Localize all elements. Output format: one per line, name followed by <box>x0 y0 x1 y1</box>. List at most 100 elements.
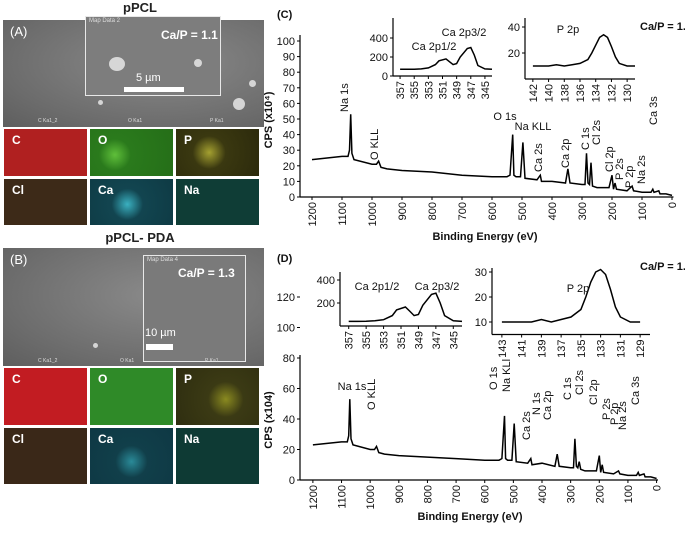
x-tick-label: 137 <box>556 340 568 358</box>
map-label: O <box>98 133 108 147</box>
peak-label: Na 1s <box>338 381 367 393</box>
x-tick-label: 700 <box>457 202 469 220</box>
peak-label: Ca 2s <box>533 143 545 172</box>
y-tick-label: 40 <box>508 22 520 34</box>
channel-label: P Ka1 <box>210 118 224 124</box>
channel-label: C Ka1_2 <box>38 118 58 124</box>
peak-label: O KLL <box>369 129 381 160</box>
map-label: Cl <box>12 183 24 197</box>
x-tick-label: 355 <box>361 331 373 349</box>
peak-label: P 2p <box>609 403 621 425</box>
peak-label: Ca 2p1/2 <box>355 281 400 293</box>
x-tick-label: 353 <box>423 81 435 99</box>
y-tick-label: 200 <box>317 298 335 310</box>
peak-label: O 1s <box>488 366 500 390</box>
y-tick-label: 400 <box>317 275 335 287</box>
panel-label: (C) <box>277 9 293 21</box>
peak-label: P 2s <box>614 158 626 180</box>
map-label: Ca <box>98 183 114 197</box>
spectrum-line <box>311 114 673 197</box>
x-tick-label: 142 <box>528 84 540 102</box>
y-tick-label: 80 <box>283 67 295 79</box>
map-label: Na <box>184 183 200 197</box>
x-tick-label: 138 <box>559 84 571 102</box>
y-tick-label: 40 <box>283 130 295 142</box>
scale-label: 10 µm <box>145 327 176 339</box>
x-tick-label: 900 <box>397 202 409 220</box>
x-tick-label: 100 <box>623 485 635 503</box>
element-map: Cl <box>3 178 88 226</box>
map-label: O <box>98 372 108 386</box>
scale-bar <box>124 87 184 92</box>
y-tick-label: 10 <box>475 317 487 329</box>
peak-label: Na 2s <box>636 155 648 184</box>
sem-inset: Map Data 2 Ca/P = 1.1 5 µm <box>85 16 221 96</box>
ratio: Ca/P = 1.1 <box>161 28 218 42</box>
y-tick-label: 70 <box>283 83 295 95</box>
x-tick-label: 300 <box>577 202 589 220</box>
channel-label: C Ka1_2 <box>38 358 58 364</box>
peak-label: Ca 3s <box>630 376 642 405</box>
x-tick-label: 349 <box>413 331 425 349</box>
y-tick-label: 50 <box>283 114 295 126</box>
y-tick-label: 10 <box>283 176 295 188</box>
x-tick-label: 1000 <box>365 485 377 509</box>
x-tick-label: 1100 <box>337 202 349 226</box>
x-tick-label: 133 <box>596 340 608 358</box>
x-tick-label: 349 <box>452 81 464 99</box>
element-map: O <box>89 128 174 177</box>
panel-title: pPCL- PDA <box>105 230 175 245</box>
peak-label: P 2p <box>567 283 589 295</box>
x-axis-label: Binding Energy (eV) <box>432 231 537 243</box>
peak-label: Na KLL <box>515 121 552 133</box>
x-tick-label: 357 <box>395 81 407 99</box>
x-tick-label: 300 <box>566 485 578 503</box>
y-tick-label: 40 <box>283 414 295 426</box>
panel-title: pPCL <box>123 0 157 15</box>
map-label: Ca <box>98 432 114 446</box>
peak-label: N 1s <box>531 392 543 415</box>
scale-bar <box>146 344 173 350</box>
x-tick-label: 345 <box>480 81 492 99</box>
y-tick-label: 20 <box>475 292 487 304</box>
y-tick-label: 20 <box>508 48 520 60</box>
spectrum-line <box>400 46 493 71</box>
peak-label: C 1s <box>580 127 592 150</box>
x-tick-label: 0 <box>652 485 664 491</box>
map-label: Cl <box>12 432 24 446</box>
x-tick-label: 130 <box>622 84 634 102</box>
y-tick-label: 120 <box>277 292 295 304</box>
spectrum-line <box>501 268 641 323</box>
y-tick-label: 60 <box>283 98 295 110</box>
ratio: Ca/P = 1.3 <box>178 266 235 280</box>
peak-label: C 1s <box>562 377 574 400</box>
peak-label: Ca 2p <box>560 139 572 168</box>
x-tick-label: 351 <box>396 331 408 349</box>
peak-label: Cl 2s <box>591 119 603 145</box>
peak-label: Ca 2p1/2 <box>412 41 457 53</box>
channel-label: P Ka1 <box>205 358 219 364</box>
peak-label: P 2s <box>601 398 613 420</box>
map-label: C <box>12 372 21 386</box>
x-tick-label: 129 <box>635 340 647 358</box>
y-axis-label: CPS (x104) <box>263 391 275 449</box>
inset-title: Map Data 2 <box>89 18 121 24</box>
element-map: Na <box>175 178 260 226</box>
peak-label: Na 2s <box>617 401 629 430</box>
element-map: P <box>175 128 260 177</box>
x-tick-label: 0 <box>667 202 679 208</box>
y-tick-label: 20 <box>283 161 295 173</box>
channel-label: O Ka1 <box>120 358 135 364</box>
channel-label: O Ka1 <box>128 118 143 124</box>
x-tick-label: 143 <box>497 340 509 358</box>
y-tick-label: 30 <box>475 267 487 279</box>
x-tick-label: 347 <box>466 81 478 99</box>
x-tick-label: 347 <box>431 331 443 349</box>
spectrum-line <box>348 292 463 323</box>
x-tick-label: 134 <box>591 84 603 102</box>
peak-label: Cl 2s <box>574 369 586 395</box>
x-tick-label: 355 <box>409 81 421 99</box>
x-tick-label: 345 <box>448 331 460 349</box>
